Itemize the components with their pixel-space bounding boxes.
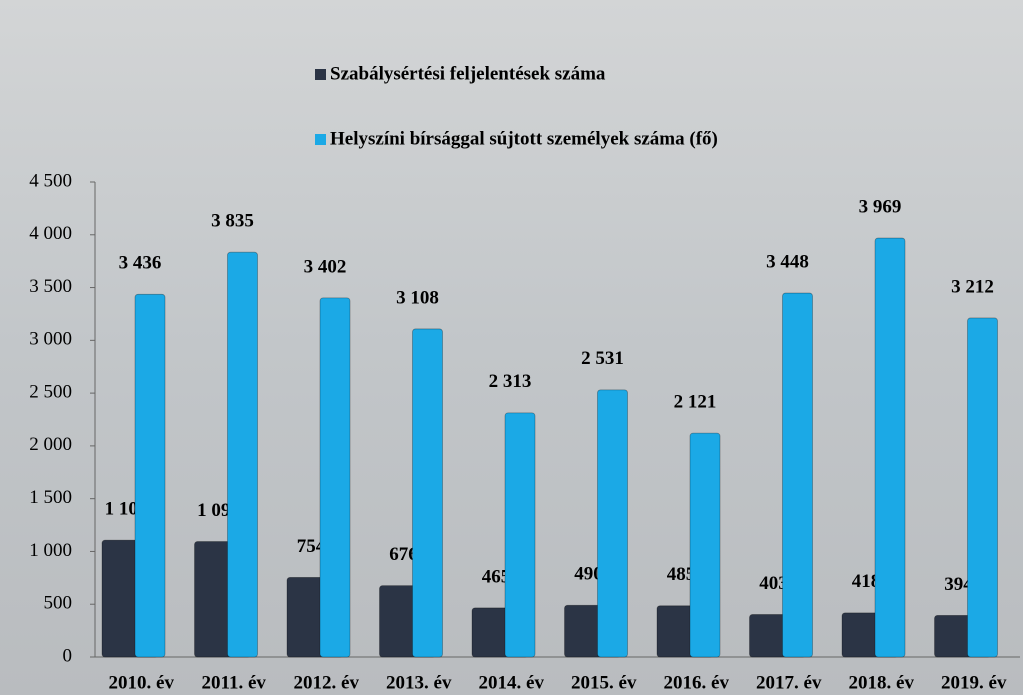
bar	[228, 252, 258, 657]
data-label: 2 121	[674, 391, 717, 412]
x-tick-label: 2010. év	[109, 672, 175, 693]
legend-label: Szabálysértési feljelentések száma	[330, 63, 606, 84]
x-tick-label: 2019. év	[941, 672, 1007, 693]
y-tick-label: 3 000	[29, 329, 72, 350]
data-label: 3 402	[304, 256, 347, 277]
y-tick-label: 3 500	[29, 276, 72, 297]
bar	[320, 298, 350, 657]
x-tick-label: 2015. év	[571, 672, 637, 693]
y-tick-label: 500	[44, 593, 73, 614]
data-label: 3 969	[859, 196, 902, 217]
bar	[968, 318, 998, 657]
data-label: 3 212	[951, 276, 994, 297]
x-tick-label: 2017. év	[756, 672, 822, 693]
legend-label: Helyszíni bírsággal sújtott személyek sz…	[330, 128, 718, 149]
bar	[413, 329, 443, 657]
data-label: 3 108	[396, 287, 439, 308]
bar	[135, 294, 165, 657]
chart: 0 500 1 000 1 500 2 000 2 500 3 000 3 500 4 000 4…	[0, 0, 1023, 695]
x-tick-label: 2013. év	[386, 672, 452, 693]
x-tick-label: 2018. év	[849, 672, 915, 693]
bar	[505, 413, 535, 657]
x-tick-label: 2016. év	[664, 672, 730, 693]
x-tick-label: 2014. év	[479, 672, 545, 693]
y-tick-label: 2 500	[29, 381, 72, 402]
data-label: 2 313	[489, 371, 532, 392]
legend-marker	[315, 69, 326, 80]
bar	[875, 238, 905, 657]
y-tick-label: 4 000	[29, 223, 72, 244]
y-tick-label: 4 500	[29, 170, 72, 191]
data-label: 3 835	[211, 211, 254, 232]
y-tick-label: 2 000	[29, 434, 72, 455]
x-tick-label: 2012. év	[294, 672, 360, 693]
y-tick-label: 1 000	[29, 540, 72, 561]
y-tick-label: 1 500	[29, 487, 72, 508]
bar	[783, 293, 813, 657]
bar	[598, 390, 628, 657]
data-label: 2 531	[581, 348, 624, 369]
y-tick-label: 0	[63, 645, 73, 666]
data-label: 3 436	[119, 253, 162, 274]
bar	[690, 433, 720, 657]
legend-marker	[315, 134, 326, 145]
data-label: 3 448	[766, 251, 809, 272]
x-tick-label: 2011. év	[202, 672, 267, 693]
